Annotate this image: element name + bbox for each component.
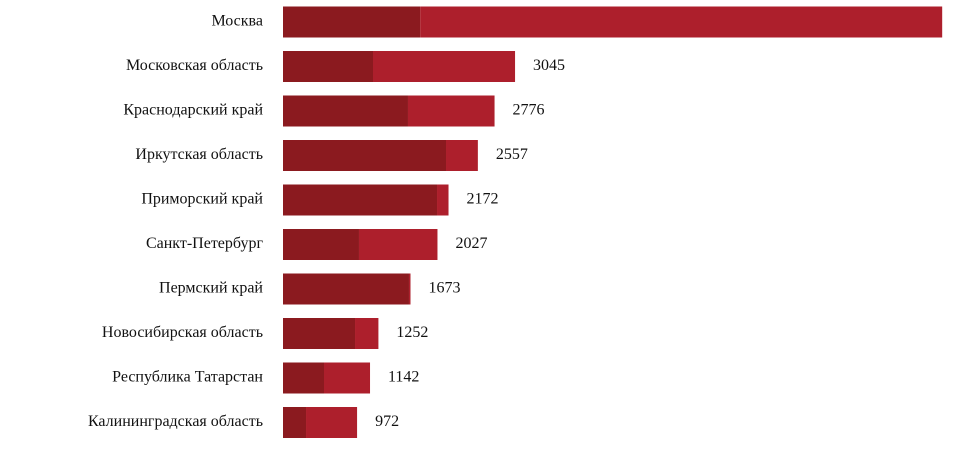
bar-segment <box>283 184 438 216</box>
category-label: Республика Татарстан <box>112 369 263 386</box>
value-label: 1142 <box>388 369 419 386</box>
value-label: 2027 <box>455 235 487 252</box>
bar-segment <box>283 318 356 349</box>
value-label: 2557 <box>496 146 528 163</box>
value-label: 2172 <box>467 191 499 208</box>
bar-segment <box>420 6 943 38</box>
bar-segment <box>283 407 307 438</box>
category-label: Иркутская область <box>135 146 263 163</box>
bar-segment <box>373 51 516 82</box>
bar-segment <box>283 273 409 305</box>
bar-segment <box>407 95 495 127</box>
bar-segment <box>323 362 371 394</box>
bar-segment <box>355 318 379 349</box>
category-label: Москва <box>211 13 263 30</box>
bar-segment <box>358 229 438 260</box>
bar-segment <box>283 362 324 394</box>
bar-segment <box>283 229 359 260</box>
category-label: Приморский край <box>141 191 263 208</box>
category-label: Московская область <box>126 57 263 74</box>
bar-segment <box>446 140 478 171</box>
bar-segment <box>408 273 411 305</box>
category-label: Краснодарский край <box>123 102 263 119</box>
value-label: 972 <box>375 413 399 430</box>
value-label: 1252 <box>396 324 428 341</box>
value-label: 1673 <box>428 280 460 297</box>
bar-segment <box>283 140 447 171</box>
category-label: Новосибирская область <box>102 324 263 341</box>
bar-segment <box>283 51 374 82</box>
bar-segment <box>437 184 449 216</box>
bar-segment <box>283 6 421 38</box>
value-label: 2776 <box>513 102 545 119</box>
bar-segment <box>283 95 408 127</box>
category-label: Санкт-Петербург <box>146 235 264 252</box>
category-label: Пермский край <box>159 280 263 297</box>
bar-segment <box>306 407 358 438</box>
category-label: Калининградская область <box>88 413 263 430</box>
value-label: 3045 <box>533 57 565 74</box>
